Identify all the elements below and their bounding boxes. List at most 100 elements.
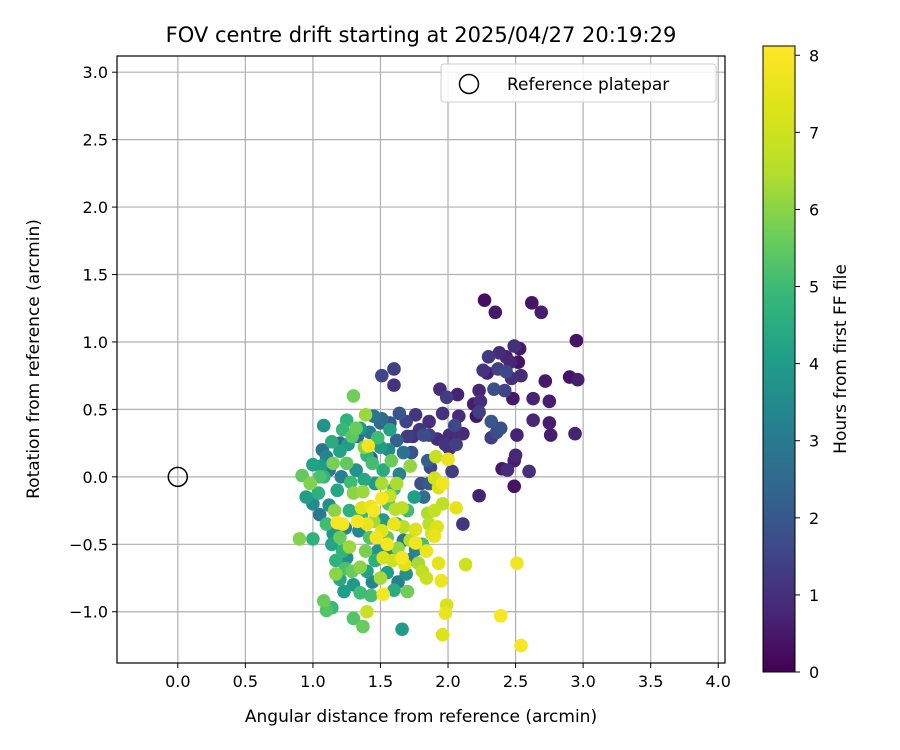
scatter-point	[427, 529, 442, 544]
scatter-point	[387, 517, 401, 531]
scatter-point	[438, 606, 453, 620]
x-tick-label: 1.5	[368, 672, 393, 691]
scatter-point	[472, 405, 486, 419]
scatter-point	[366, 503, 381, 518]
scatter-point	[492, 345, 507, 360]
scatter-point	[419, 544, 434, 558]
colorbar-tick-label: 5	[809, 278, 819, 297]
scatter-point	[299, 490, 313, 504]
scatter-point	[329, 553, 343, 568]
scatter-point	[346, 389, 361, 403]
scatter-point	[356, 484, 370, 499]
scatter-point	[569, 333, 584, 348]
scatter-point	[380, 537, 395, 552]
scatter-point	[500, 463, 515, 477]
scatter-point	[526, 391, 540, 406]
scatter-point	[361, 439, 376, 453]
scatter-point	[358, 408, 373, 422]
scatter-point	[312, 507, 327, 522]
scatter-point	[327, 503, 342, 518]
scatter-point	[522, 464, 536, 479]
colorbar-label: Hours from first FF file	[831, 264, 851, 454]
scatter-point	[507, 479, 522, 494]
scatter-point	[416, 428, 431, 442]
scatter-point	[365, 456, 380, 471]
scatter-point	[325, 434, 339, 449]
scatter-point	[449, 501, 463, 515]
scatter-point	[429, 449, 443, 464]
scatter-point	[384, 453, 399, 468]
scatter-point	[364, 588, 378, 603]
scatter-point	[333, 530, 347, 545]
scatter-point	[333, 444, 347, 459]
scatter-point	[383, 422, 397, 437]
scatter-point	[339, 456, 354, 471]
colorbar-tick-label: 4	[809, 355, 819, 374]
scatter-point	[400, 429, 415, 444]
x-tick-label: 3.0	[570, 672, 595, 691]
scatter-point	[538, 374, 553, 388]
scatter-point	[395, 550, 409, 565]
scatter-point	[392, 406, 407, 421]
scatter-point	[493, 608, 508, 623]
x-tick-label: 4.0	[706, 672, 731, 691]
scatter-point	[395, 622, 409, 637]
scatter-point	[342, 540, 357, 554]
scatter-point	[342, 503, 357, 518]
scatter-point	[472, 488, 486, 503]
scatter-point	[439, 390, 454, 405]
colorbar: 0 1 2 3 4 5 6 7 8 Hours from first FF file	[762, 45, 851, 682]
scatter-point	[387, 362, 401, 376]
scatter-point	[484, 414, 499, 429]
scatter-point	[435, 476, 450, 491]
reference-platepar-marker	[167, 466, 189, 488]
scatter-point	[389, 476, 404, 491]
scatter-point	[349, 421, 363, 436]
x-tick-label: 2.5	[503, 672, 528, 691]
scatter-point	[357, 472, 372, 487]
scatter-point	[316, 594, 331, 608]
x-tick-label: 3.5	[638, 672, 663, 691]
scatter-point	[387, 583, 401, 597]
scatter-point	[542, 416, 557, 430]
scatter-point	[431, 556, 446, 570]
scatter-point	[350, 514, 365, 529]
scatter-point	[499, 364, 513, 379]
x-tick-label: 0.0	[165, 672, 190, 691]
scatter-point	[445, 464, 459, 479]
scatter-point	[543, 428, 558, 442]
legend-box	[440, 63, 717, 103]
scatter-point	[356, 619, 370, 634]
scatter-point	[542, 394, 557, 409]
scatter-point	[488, 305, 503, 320]
scatter-point	[447, 418, 462, 433]
scatter-point	[534, 305, 549, 320]
scatter-point	[360, 604, 374, 619]
scatter-point	[477, 293, 492, 307]
scatter-point	[373, 571, 388, 585]
scatter-point	[434, 573, 449, 588]
scatter-point	[435, 406, 450, 421]
scatter-point	[435, 627, 450, 642]
scatter-point	[419, 571, 434, 585]
scatter-point	[343, 475, 358, 490]
chart-title: FOV centre drift starting at 2025/04/27 …	[166, 23, 677, 47]
y-tick-label: 1.0	[83, 333, 108, 352]
scatter-point	[458, 557, 473, 572]
y-axis-label: Rotation from reference (arcmin)	[24, 219, 44, 499]
scatter-point	[375, 476, 389, 491]
scatter-point	[524, 296, 539, 310]
scatter-point	[493, 421, 508, 436]
scatter-point	[507, 339, 522, 353]
colorbar-tick-label: 1	[809, 586, 819, 605]
colorbar-tick-label: 2	[809, 509, 819, 528]
scatter-point	[481, 350, 496, 364]
scatter-point	[510, 556, 524, 570]
plot-frame	[116, 55, 726, 664]
colorbar-gradient	[762, 45, 796, 673]
scatter-point	[353, 560, 368, 575]
y-tick-label: 3.0	[83, 63, 108, 82]
x-tick-label: 2.0	[435, 672, 460, 691]
scatter-point	[396, 445, 411, 460]
scatter-point	[510, 428, 524, 442]
